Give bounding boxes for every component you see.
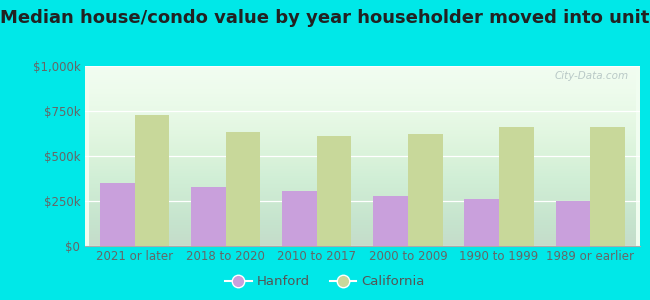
Bar: [135, 115, 169, 246]
Bar: [499, 127, 534, 246]
Bar: [226, 132, 261, 246]
Bar: [590, 127, 625, 246]
Bar: [317, 136, 352, 246]
Bar: [373, 196, 408, 246]
Bar: [464, 199, 499, 246]
Text: City-Data.com: City-Data.com: [555, 71, 629, 81]
Bar: [100, 183, 135, 246]
Text: Median house/condo value by year householder moved into unit: Median house/condo value by year househo…: [0, 9, 650, 27]
Bar: [191, 187, 226, 246]
Bar: [556, 201, 590, 246]
Bar: [282, 191, 317, 246]
Legend: Hanford, California: Hanford, California: [220, 270, 430, 293]
Bar: [408, 134, 443, 246]
